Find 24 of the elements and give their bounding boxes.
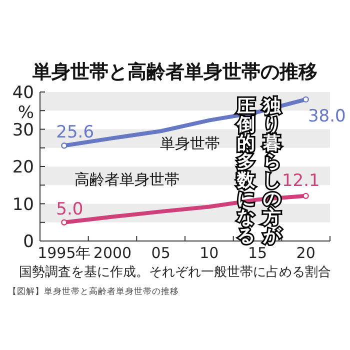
point <box>302 192 309 200</box>
x-tick-label: 1995年 <box>38 244 91 262</box>
series-label: 高齢者単身世帯 <box>74 170 180 189</box>
series-label: 単身世帯 <box>160 134 220 152</box>
data-label: 12.1 <box>282 170 320 191</box>
y-tick-label: 30 <box>12 120 34 140</box>
x-tick-label: 20 <box>296 244 316 262</box>
point <box>61 142 68 149</box>
y-tick-label: 20 <box>12 158 34 178</box>
x-tick-label: 05 <box>151 244 170 262</box>
data-label: 38.0 <box>308 106 346 126</box>
x-tick-label: 2000 <box>93 244 132 262</box>
data-label: 5.0 <box>56 199 84 220</box>
chart-title: 単身世帯と高齢者単身世帯の推移 <box>32 61 318 83</box>
y-tick-label: 40 <box>12 83 34 103</box>
y-tick-label: 10 <box>12 194 34 215</box>
y-axis-title: % <box>18 103 34 123</box>
x-tick-label: 10 <box>200 244 219 262</box>
point <box>302 96 309 103</box>
text: 【図解】単身世帯と高齢者単身世帯の推移 <box>8 286 179 297</box>
y-tick-label: 0 <box>23 232 34 252</box>
point <box>61 219 68 226</box>
text: 国勢調査を基に作成。それぞれ一般世帯に占める割合 <box>19 265 331 280</box>
data-label: 25.6 <box>56 122 94 143</box>
